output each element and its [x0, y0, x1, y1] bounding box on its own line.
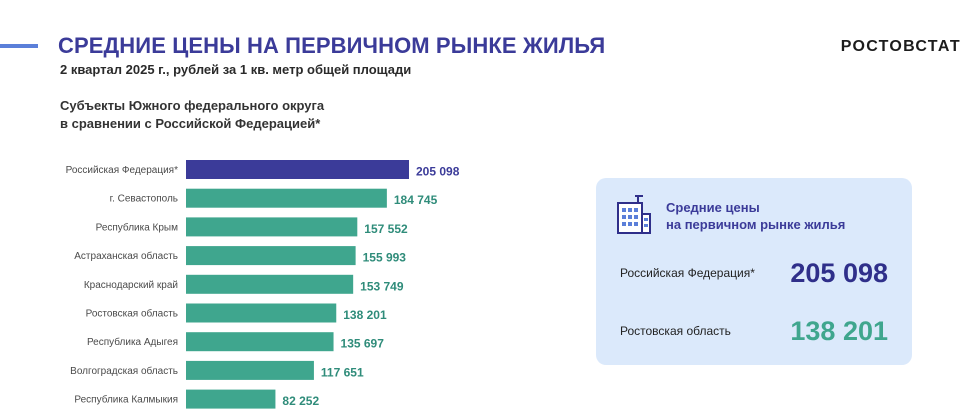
brand-logo-text: РОСТОВСТАТ — [840, 38, 961, 55]
building-icon — [616, 194, 652, 241]
page-title: СРЕДНИЕ ЦЕНЫ НА ПЕРВИЧНОМ РЫНКЕ ЖИЛЬЯ — [58, 33, 606, 58]
category-label: Астраханская область — [74, 250, 178, 262]
category-label: Республика Крым — [96, 221, 179, 233]
category-label: г. Севастополь — [110, 194, 178, 205]
bar — [186, 274, 354, 294]
category-label: Республика Адыгея — [87, 336, 178, 348]
card-rostov-value: 138 201 — [790, 316, 888, 346]
bar — [186, 332, 334, 352]
value-label: 205 098 — [416, 165, 460, 179]
bar — [186, 389, 276, 409]
category-label: Республика Калмыкия — [74, 394, 178, 406]
summary-card: Средние цены на первичном рынке жилья Ро… — [596, 178, 912, 365]
card-rostov-label: Ростовская область — [620, 324, 731, 338]
card-title-line-2: на первичном рынке жилья — [666, 217, 846, 232]
value-label: 117 651 — [321, 365, 364, 379]
section-title: Субъекты Южного федерального округа в ср… — [60, 97, 324, 133]
bar — [186, 303, 337, 323]
category-label: Ростовская область — [86, 308, 178, 320]
page-subtitle: 2 квартал 2025 г., рублей за 1 кв. метр … — [60, 62, 412, 77]
value-label: 153 749 — [360, 279, 404, 293]
bar — [186, 188, 387, 208]
section-title-line-1: Субъекты Южного федерального округа — [60, 98, 325, 113]
bar — [186, 360, 314, 380]
card-title: Средние цены на первичном рынке жилья — [666, 199, 845, 233]
category-label: Волгоградская область — [70, 365, 178, 377]
bar-chart: Российская Федерация* 205 098 г. Севастопо… — [66, 160, 460, 409]
card-rf-label: Российская Федерация* — [620, 266, 755, 280]
card-rf-value: 205 098 — [790, 258, 888, 288]
value-label: 184 745 — [394, 193, 438, 207]
value-label: 135 697 — [341, 337, 385, 351]
header-accent-line — [0, 44, 38, 48]
value-label: 155 993 — [363, 251, 407, 265]
value-label: 82 252 — [282, 394, 319, 408]
value-label: 138 201 — [343, 308, 387, 322]
bar — [186, 246, 356, 266]
value-label: 157 552 — [364, 222, 408, 236]
section-title-line-2: в сравнении с Российской Федерацией* — [60, 116, 321, 131]
card-title-line-1: Средние цены — [666, 200, 760, 215]
category-label: Краснодарский край — [84, 280, 178, 291]
bar — [186, 160, 409, 179]
bar — [186, 217, 358, 237]
category-label: Российская Федерация* — [66, 165, 179, 176]
